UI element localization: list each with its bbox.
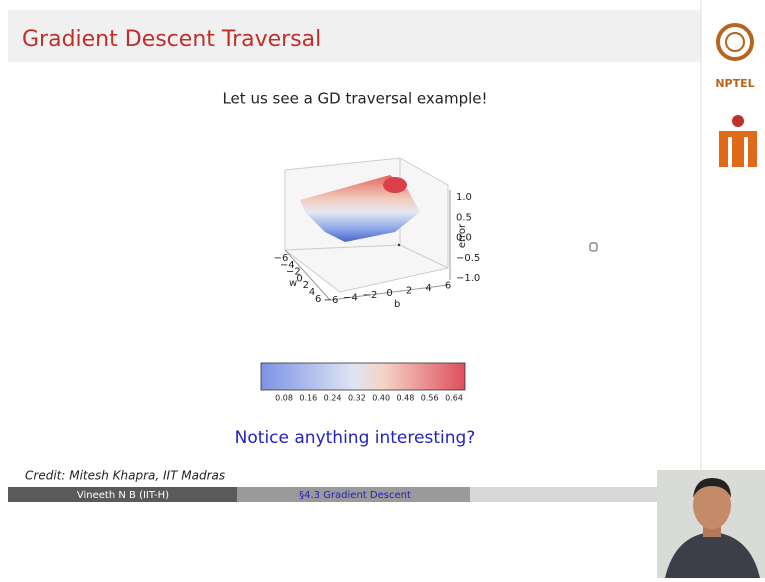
colorbar-tick-label: 0.40 — [372, 394, 390, 403]
w-tick-label: 6 — [315, 294, 321, 305]
footer-section: §4.3 Gradient Descent — [299, 490, 411, 501]
z-axis-label: error — [457, 223, 468, 248]
iit-logo — [719, 115, 757, 167]
footer-right — [470, 487, 657, 502]
webcam — [657, 470, 765, 578]
z-tick-label: −1.0 — [456, 273, 480, 284]
nptel-logo: NPTEL — [715, 25, 754, 90]
z-tick-label: 0.5 — [456, 212, 472, 223]
w-axis-label: w — [289, 278, 297, 289]
b-tick-label: −6 — [324, 295, 339, 306]
slide-title: Gradient Descent Traversal — [22, 27, 321, 52]
slide: Gradient Descent Traversal NPTEL Let us … — [0, 0, 765, 578]
colorbar-tick-label: 0.64 — [445, 394, 463, 403]
nptel-text: NPTEL — [715, 77, 754, 90]
colorbar-tick-label: 0.56 — [421, 394, 439, 403]
footer-author: Vineeth N B (IIT-H) — [77, 490, 169, 501]
colorbar-tick-label: 0.16 — [299, 394, 317, 403]
cursor-icon — [590, 243, 597, 251]
subtitle: Let us see a GD traversal example! — [222, 90, 487, 108]
b-tick-label: −4 — [343, 293, 358, 304]
z-tick-label: −0.5 — [456, 253, 480, 264]
b-tick-label: 4 — [425, 283, 431, 294]
colorbar — [261, 363, 465, 390]
b-tick-label: 2 — [406, 285, 412, 296]
surface-plot — [285, 158, 450, 300]
b-tick-label: 0 — [386, 288, 392, 299]
b-axis-label: b — [394, 299, 400, 310]
colorbar-tick-label: 0.24 — [324, 394, 342, 403]
z-tick-label: 1.0 — [456, 192, 472, 203]
colorbar-tick-label: 0.32 — [348, 394, 366, 403]
colorbar-tick-label: 0.48 — [397, 394, 415, 403]
b-tick-label: −2 — [363, 290, 378, 301]
colorbar-tick-label: 0.08 — [275, 394, 293, 403]
credit: Credit: Mitesh Khapra, IIT Madras — [25, 469, 225, 483]
b-tick-label: 6 — [445, 281, 451, 292]
question: Notice anything interesting? — [235, 428, 476, 448]
